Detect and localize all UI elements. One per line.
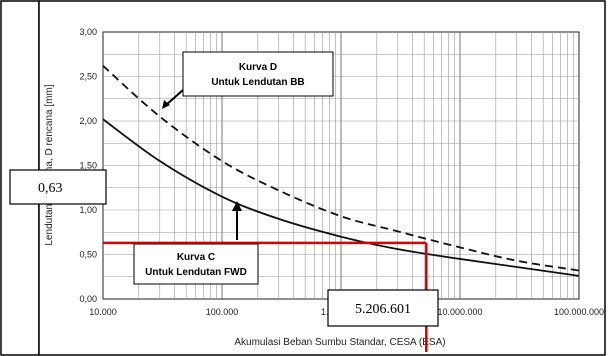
x-tick-label: 100.000.000: [554, 307, 604, 317]
y-tick-label: 3,00: [79, 27, 97, 37]
curve-c-callout-title: Kurva C: [177, 252, 215, 263]
curve-d-arrow-head: [162, 100, 170, 109]
curve-d-callout-title: Kurva D: [239, 62, 277, 73]
curve-c-arrow-head: [232, 201, 242, 211]
series-lines: [102, 65, 580, 277]
y-axis-label: Lendutan Rencana, D rencana [mm]: [44, 84, 55, 245]
x-readout-value: 5.206.601: [355, 302, 411, 317]
y-tick-label: 0,00: [79, 294, 97, 304]
curve-c-callout-subtitle: Untuk Lendutan FWD: [145, 267, 247, 278]
y-tick-label: 2,00: [79, 116, 97, 126]
y-readout-value: 0,63: [38, 181, 63, 196]
curve-d-arrow-shaft: [165, 89, 184, 106]
x-axis-label: Akumulasi Beban Sumbu Standar, CESA (ESA…: [234, 337, 445, 348]
series-line-kurva-c: [102, 118, 580, 277]
x-tick-label: 10.000.000: [437, 307, 482, 317]
y-axis-ticks: 0,00 0,50 1,00 1,50 2,00 2,50 3,00: [79, 27, 97, 304]
x-tick-label: 10.000: [89, 307, 117, 317]
y-tick-label: 0,50: [79, 250, 97, 260]
x-tick-label: 100.000: [206, 307, 239, 317]
x-readout-box: [327, 289, 439, 327]
curve-d-callout-subtitle: Untuk Lendutan BB: [211, 77, 304, 88]
y-tick-label: 2,50: [79, 72, 97, 82]
curve-d-callout-box: [182, 51, 334, 97]
y-readout-box: [9, 169, 107, 205]
y-tick-label: 1,00: [79, 205, 97, 215]
series-line-kurva-d: [102, 65, 580, 272]
y-tick-label: 1,50: [79, 161, 97, 171]
curve-c-callout-box: [133, 243, 259, 285]
